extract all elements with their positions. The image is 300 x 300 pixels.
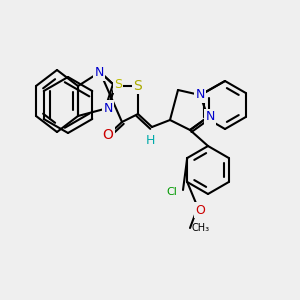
Text: N: N (205, 110, 215, 124)
Text: S: S (134, 79, 142, 93)
Text: N: N (195, 88, 205, 101)
Text: CH₃: CH₃ (192, 223, 210, 233)
Text: Cl: Cl (167, 187, 177, 197)
Text: O: O (195, 203, 205, 217)
Text: N: N (94, 67, 104, 80)
Text: S: S (114, 79, 122, 92)
Text: N: N (103, 101, 113, 115)
Text: O: O (103, 128, 113, 142)
Text: H: H (145, 134, 155, 148)
